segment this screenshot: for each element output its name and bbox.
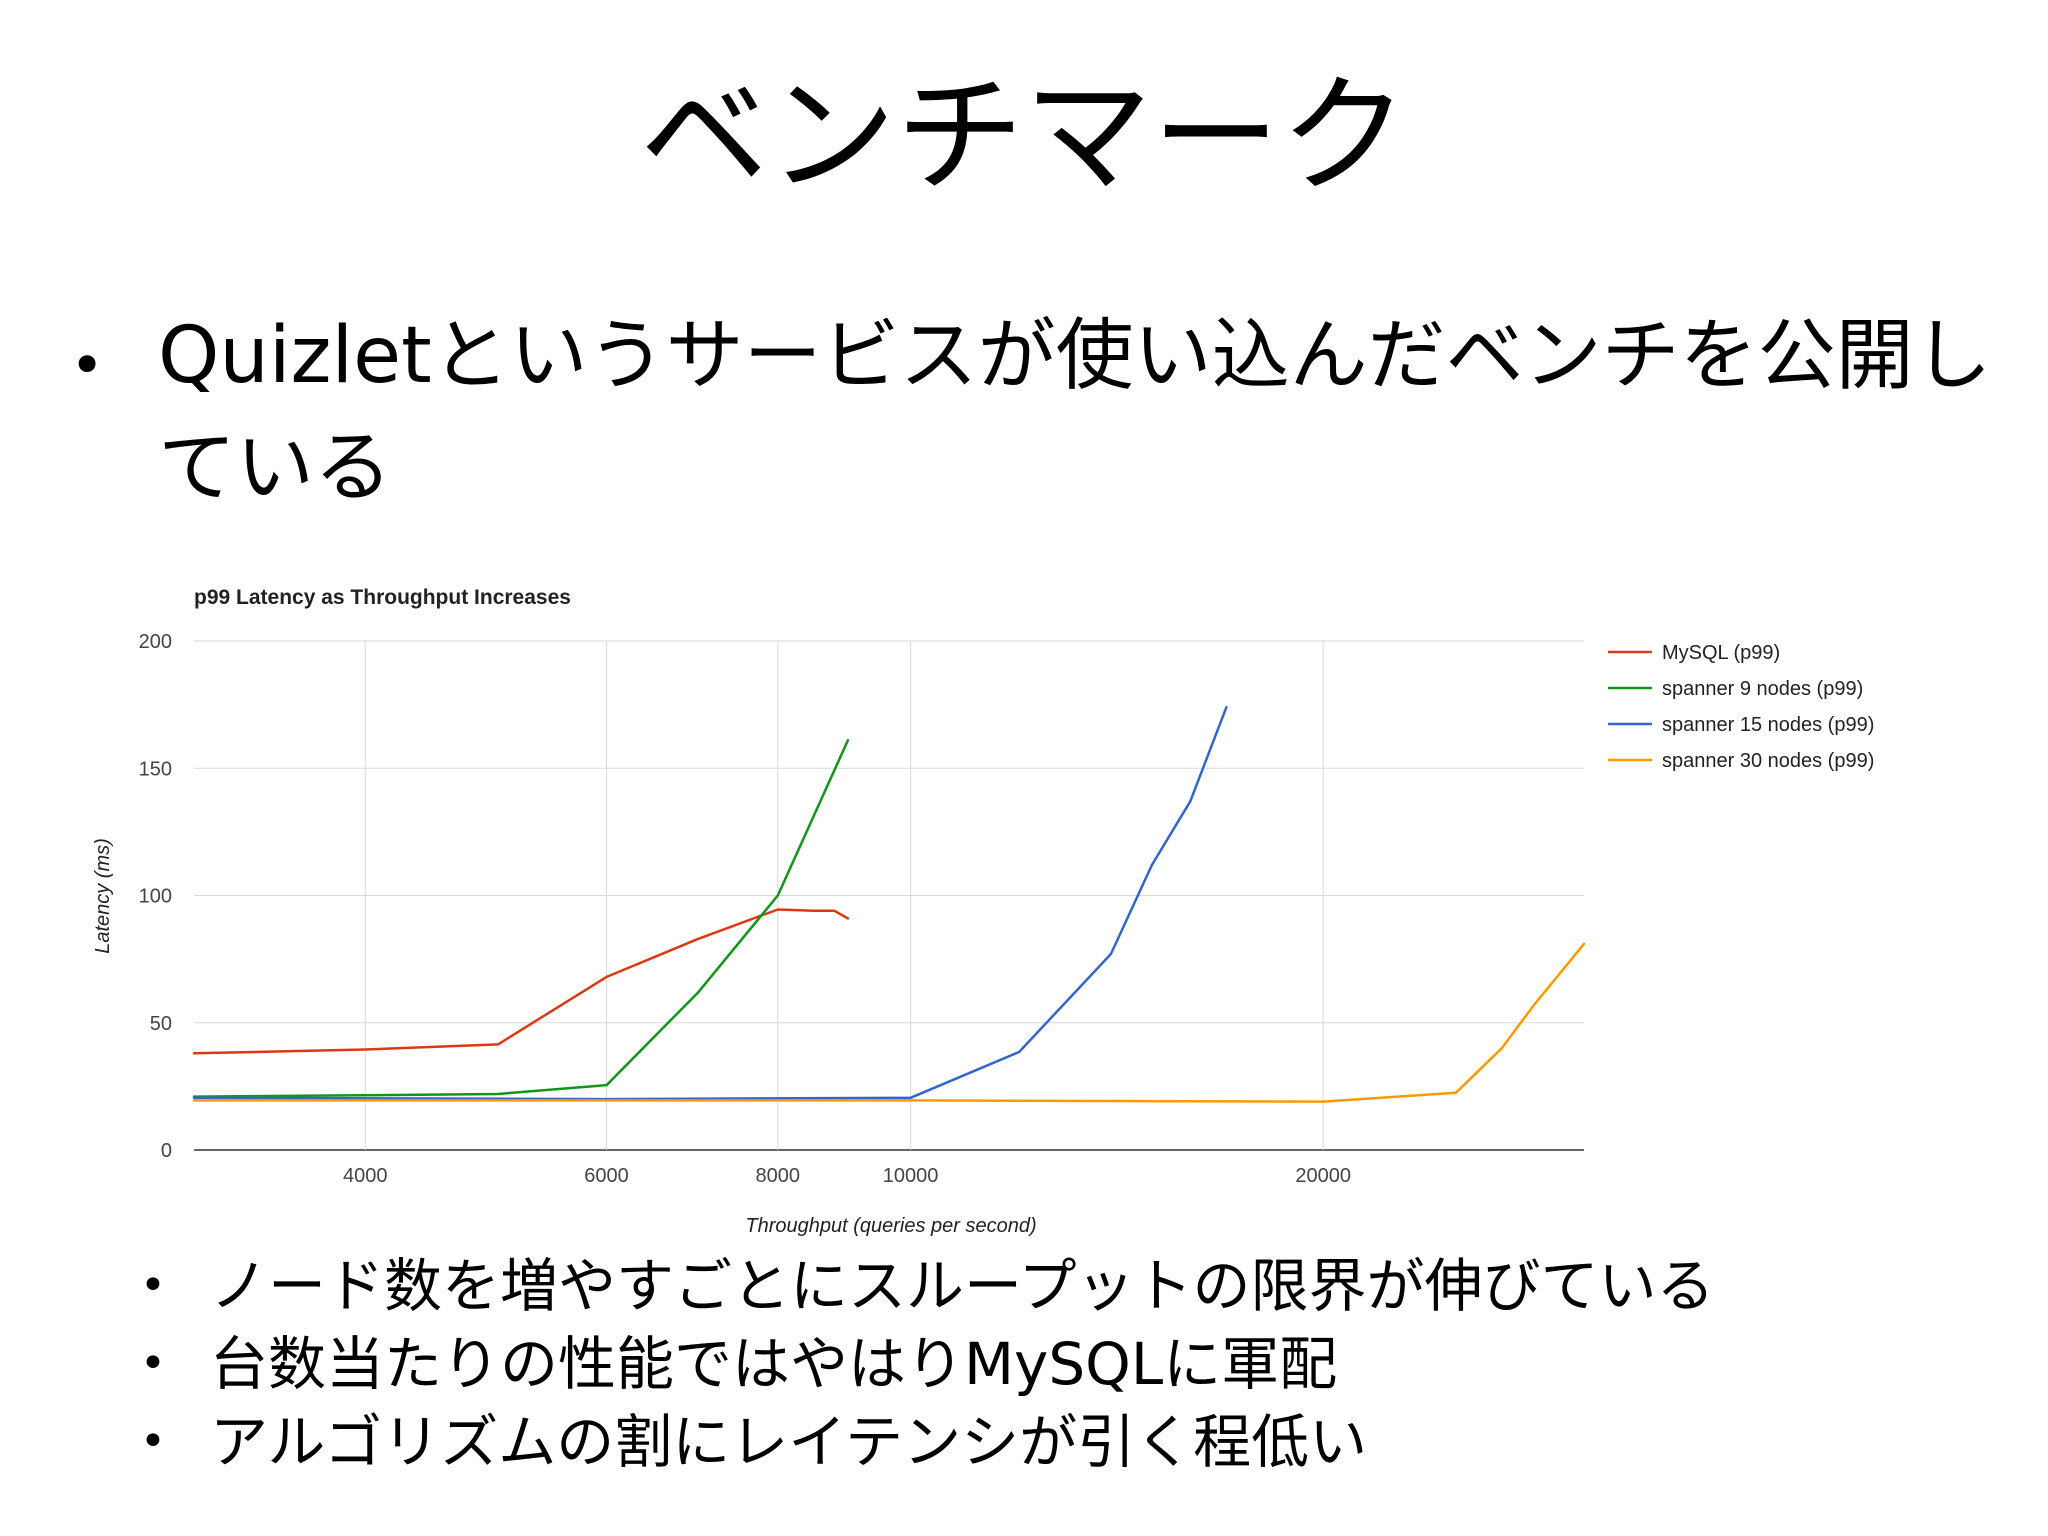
legend: MySQL (p99) spanner 9 nodes (p99) spanner … (1608, 642, 1874, 772)
series-line (192, 705, 1228, 1101)
sub-bullet-item: • ノード数を増やすごとにスループットの限界が伸びている (140, 1248, 2020, 1326)
series-lines (192, 705, 1586, 1103)
legend-label: spanner 9 nodes (p99) (1662, 678, 1863, 700)
series-line (192, 739, 850, 1098)
x-tick-label: 8000 (756, 1165, 801, 1187)
series-line (192, 908, 850, 1055)
legend-label: spanner 15 nodes (p99) (1662, 714, 1874, 736)
legend-label: MySQL (p99) (1662, 642, 1780, 664)
x-tick-label: 4000 (343, 1165, 388, 1187)
bullet-dot: • (140, 1338, 166, 1389)
legend-label: spanner 30 nodes (p99) (1662, 750, 1874, 772)
y-tick-label: 0 (161, 1140, 172, 1162)
chart-title: p99 Latency as Throughput Increases (194, 586, 571, 609)
y-tick-label: 50 (150, 1013, 172, 1035)
grid (194, 640, 1584, 1151)
y-tick-label: 100 (139, 886, 172, 908)
y-tick-label: 200 (139, 631, 172, 653)
slide-title: ベンチマーク (639, 62, 1408, 211)
sub-bullet-text: ノード数を増やすごとにスループットの限界が伸びている (210, 1252, 1715, 1320)
bullet-dot: • (140, 1416, 166, 1467)
x-tick-label: 20000 (1295, 1165, 1351, 1187)
x-axis-label: Throughput (queries per second) (745, 1215, 1036, 1237)
x-tick-label: 6000 (584, 1165, 629, 1187)
x-tick-label: 10000 (883, 1165, 939, 1187)
sub-bullet-text: 台数当たりの性能ではやはりMySQLに軍配 (210, 1330, 1338, 1398)
y-axis-label: Latency (ms) (92, 838, 114, 954)
axis-ticks: 0 50 100 150 200 4000 6000 8000 10000 20000 (139, 631, 1351, 1187)
main-bullet-text: Quizletというサービスが使い込んだベンチを公開している (158, 311, 1992, 513)
sub-bullet-text: アルゴリズムの割にレイテンシが引く程低い (210, 1408, 1368, 1476)
sub-bullet-item: • アルゴリズムの割にレイテンシが引く程低い (140, 1404, 2020, 1482)
sub-bullet-item: • 台数当たりの性能ではやはりMySQLに軍配 (140, 1326, 2020, 1404)
series-line (192, 942, 1586, 1103)
sub-bullet-list: • ノード数を増やすごとにスループットの限界が伸びている • 台数当たりの性能で… (140, 1248, 2020, 1482)
bullet-dot: • (70, 331, 105, 399)
bullet-dot: • (140, 1260, 166, 1311)
y-tick-label: 150 (139, 758, 172, 780)
